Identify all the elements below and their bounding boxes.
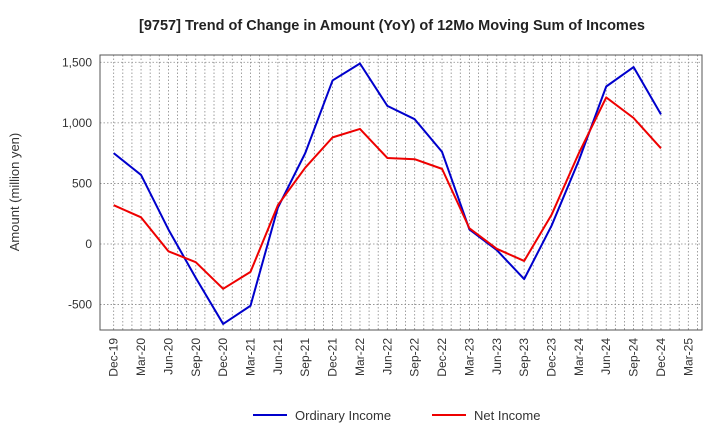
- series-line-ordinary-income: [113, 62, 662, 325]
- x-tick-label: Sep-21: [298, 338, 312, 377]
- chart-title: [9757] Trend of Change in Amount (YoY) o…: [139, 18, 645, 34]
- grid: [100, 55, 702, 330]
- x-axis-ticks: Dec-19 Mar-20 Jun-20 Sep-20 Dec-20 Mar-21 Jun-…: [107, 338, 696, 377]
- plot-frame: [99, 54, 703, 331]
- x-tick-label: Mar-24: [572, 338, 586, 376]
- x-tick-label: Mar-22: [353, 338, 367, 376]
- x-tick-label: Jun-20: [161, 338, 175, 375]
- y-tick-label: 500: [72, 176, 92, 190]
- x-tick-label: Dec-24: [654, 338, 668, 377]
- y-axis-label: Amount (million yen): [7, 133, 22, 252]
- x-tick-label: Jun-23: [490, 338, 504, 375]
- x-tick-label: Dec-22: [435, 338, 449, 377]
- x-tick-label: Mar-25: [681, 338, 695, 376]
- y-tick-label: 0: [85, 237, 92, 251]
- y-tick-label: 1,500: [62, 55, 92, 69]
- x-tick-label: Dec-20: [216, 338, 230, 377]
- x-tick-label: Sep-23: [517, 338, 531, 377]
- x-tick-label: Dec-19: [107, 338, 121, 377]
- series-lines: [113, 62, 662, 325]
- x-tick-label: Sep-24: [627, 338, 641, 377]
- x-tick-label: Sep-22: [408, 338, 422, 377]
- x-tick-label: Jun-24: [599, 338, 613, 375]
- x-tick-label: Jun-21: [271, 338, 285, 375]
- x-tick-label: Sep-20: [189, 338, 203, 377]
- legend-label: Ordinary Income: [295, 408, 391, 423]
- y-tick-label: 1,000: [62, 116, 92, 130]
- x-tick-label: Mar-21: [244, 338, 258, 376]
- x-tick-label: Dec-23: [545, 338, 559, 377]
- x-tick-label: Dec-21: [326, 338, 340, 377]
- y-axis-ticks: -500 0 500 1,000 1,500: [62, 55, 92, 311]
- x-tick-label: Jun-22: [380, 338, 394, 375]
- x-tick-label: Mar-20: [134, 338, 148, 376]
- legend-label: Net Income: [474, 408, 540, 423]
- y-tick-label: -500: [68, 298, 92, 312]
- legend: Ordinary Income Net Income: [253, 408, 540, 423]
- x-tick-label: Mar-23: [462, 338, 476, 376]
- series-line-net-income: [113, 96, 662, 290]
